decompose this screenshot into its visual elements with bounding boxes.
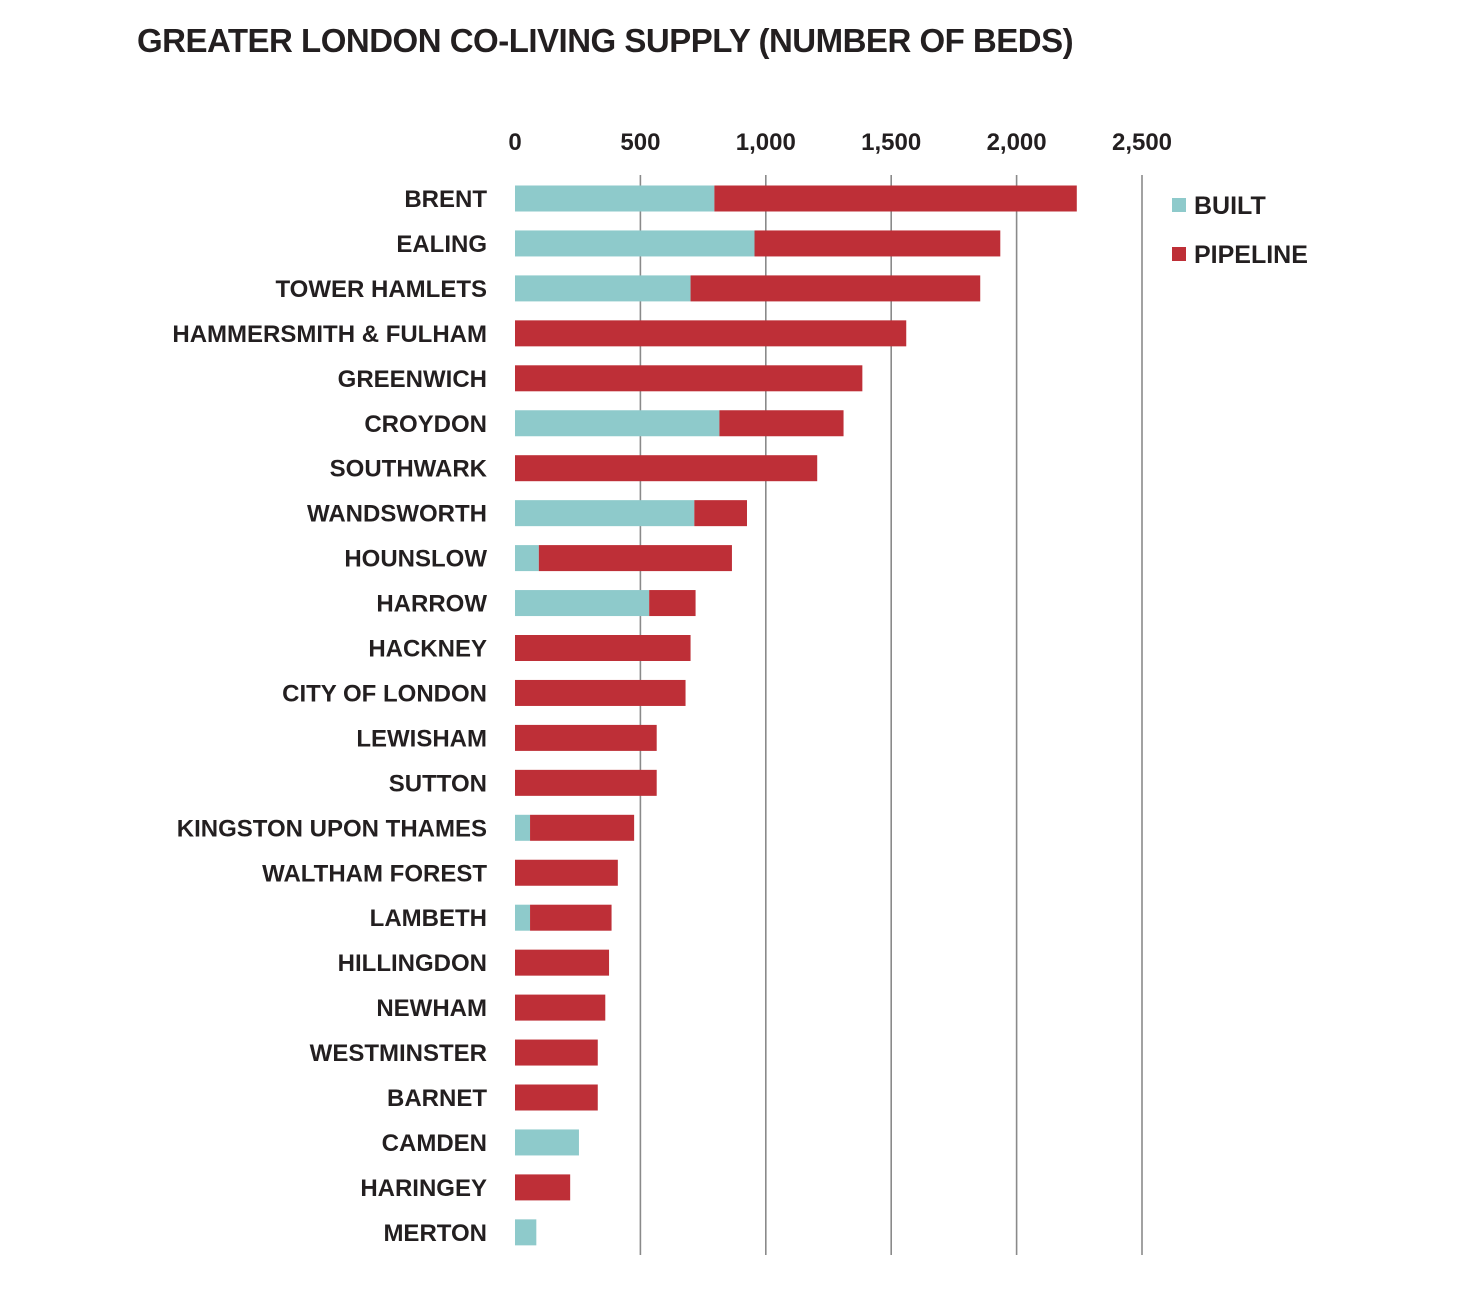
bar-lambeth-pipeline xyxy=(530,904,612,931)
bar-city-of-london-pipeline xyxy=(515,679,686,706)
legend-swatch-pipeline xyxy=(1172,247,1186,261)
bar-lambeth-built xyxy=(515,904,531,931)
bar-brent-pipeline xyxy=(714,185,1077,212)
category-label: SUTTON xyxy=(389,770,487,797)
x-axis-ticks: 0 500 1,000 1,500 2,000 2,500 xyxy=(508,129,1172,156)
bar-wandsworth-built xyxy=(515,500,695,527)
bar-harrow-built xyxy=(515,590,650,617)
bar-merton-built xyxy=(515,1219,537,1246)
category-label: HOUNSLOW xyxy=(344,546,487,573)
category-label: HACKNEY xyxy=(368,636,487,663)
bar-hillingdon-pipeline xyxy=(515,949,610,976)
bar-hackney-pipeline xyxy=(515,635,691,661)
bar-hounslow-pipeline xyxy=(538,545,732,572)
category-label: TOWER HAMLETS xyxy=(275,276,487,303)
category-label: NEWHAM xyxy=(376,995,487,1022)
category-label: LAMBETH xyxy=(370,905,487,932)
legend-label-pipeline: PIPELINE xyxy=(1194,241,1308,269)
bar-sutton-pipeline xyxy=(515,769,657,796)
category-label: HARINGEY xyxy=(360,1175,487,1202)
bar-ealing-built xyxy=(515,230,755,257)
x-tick-label: 1,500 xyxy=(861,129,921,156)
bar-hounslow-built xyxy=(515,545,539,572)
bar-kingston-upon-thames-built xyxy=(515,814,531,841)
legend-label-built: BUILT xyxy=(1194,192,1266,220)
x-tick-label: 2,000 xyxy=(987,129,1047,156)
bar-croydon-pipeline xyxy=(719,410,844,437)
bar-wandsworth-pipeline xyxy=(694,500,747,527)
category-label: KINGSTON UPON THAMES xyxy=(177,815,487,842)
bar-lewisham-pipeline xyxy=(515,724,657,751)
category-label: WALTHAM FOREST xyxy=(262,860,487,887)
x-tick-label: 500 xyxy=(620,129,660,156)
bar-haringey-pipeline xyxy=(515,1174,571,1201)
x-tick-label: 2,500 xyxy=(1112,129,1172,156)
bars xyxy=(515,185,1077,1246)
legend-swatch-built xyxy=(1172,198,1186,212)
category-label: BRENT xyxy=(404,186,487,213)
bar-tower-hamlets-pipeline xyxy=(690,275,981,302)
bar-barnet-pipeline xyxy=(515,1084,598,1111)
bar-southwark-pipeline xyxy=(515,455,818,482)
category-label: EALING xyxy=(396,231,487,258)
gridlines xyxy=(639,175,1143,1255)
bar-westminster-pipeline xyxy=(515,1039,598,1066)
bar-harrow-pipeline xyxy=(649,590,696,617)
bar-camden-built xyxy=(515,1129,579,1156)
bar-newham-pipeline xyxy=(515,994,606,1021)
category-label: WESTMINSTER xyxy=(310,1040,487,1067)
category-label: MERTON xyxy=(383,1220,487,1247)
bar-waltham-forest-pipeline xyxy=(515,859,618,886)
category-label: HARROW xyxy=(376,591,487,618)
category-label: WANDSWORTH xyxy=(307,501,487,528)
chart-title: GREATER LONDON CO-LIVING SUPPLY (NUMBER … xyxy=(137,22,1074,59)
category-label: CAMDEN xyxy=(382,1130,487,1157)
category-labels: BRENT EALING TOWER HAMLETS HAMMERSMITH & FU… xyxy=(172,186,487,1247)
x-tick-label: 1,000 xyxy=(736,129,796,156)
bar-croydon-built xyxy=(515,410,720,437)
bar-tower-hamlets-built xyxy=(515,275,691,302)
bar-hammersmith-and-fulham-pipeline xyxy=(515,320,907,347)
category-label: GREENWICH xyxy=(338,366,487,393)
category-label: HILLINGDON xyxy=(338,950,487,977)
category-label: HAMMERSMITH & FULHAM xyxy=(172,321,487,348)
category-label: LEWISHAM xyxy=(356,725,487,752)
category-label: CROYDON xyxy=(364,411,487,438)
bar-greenwich-pipeline xyxy=(515,365,863,392)
bar-kingston-upon-thames-pipeline xyxy=(530,814,635,841)
x-tick-label: 0 xyxy=(508,129,521,156)
category-label: SOUTHWARK xyxy=(330,456,488,483)
bar-ealing-pipeline xyxy=(754,230,1001,257)
bar-brent-built xyxy=(515,185,715,212)
category-label: BARNET xyxy=(387,1085,487,1112)
category-label: CITY OF LONDON xyxy=(282,680,487,707)
legend: BUILT PIPELINE xyxy=(1172,192,1308,269)
